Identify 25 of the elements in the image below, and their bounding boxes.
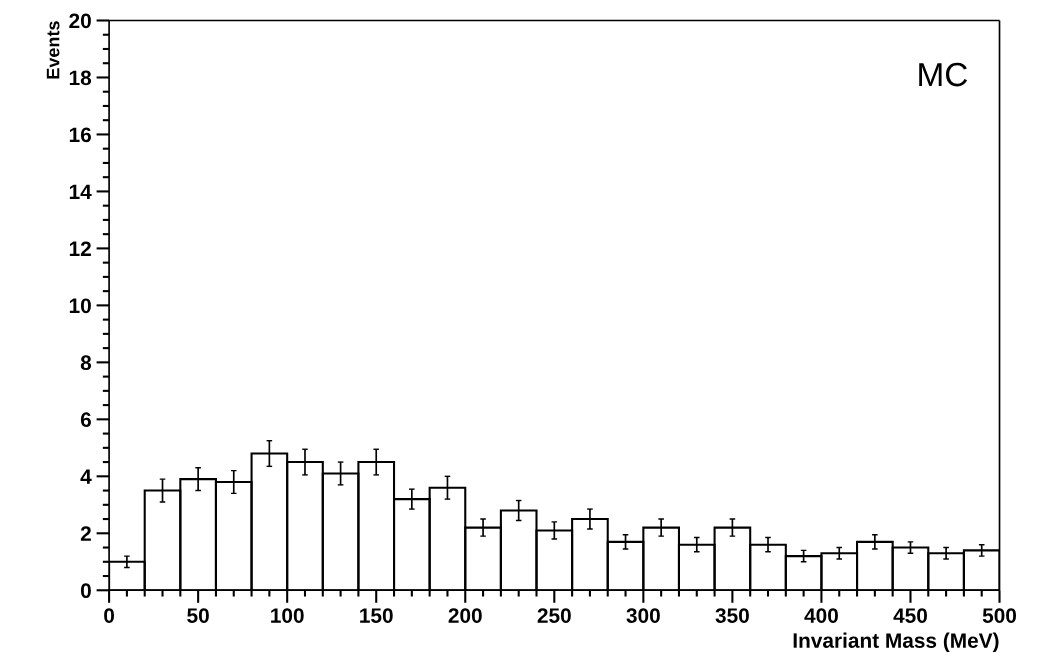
y-tick-label: 18 <box>69 70 92 86</box>
x-tick-label: 100 <box>271 608 304 623</box>
x-tick-label: 250 <box>537 608 571 623</box>
x-tick-label: 500 <box>982 608 1017 623</box>
x-tick-label: 350 <box>715 608 749 623</box>
y-tick-label: 10 <box>69 298 91 314</box>
annotation: MC <box>919 62 968 87</box>
x-tick-label: 0 <box>104 608 115 623</box>
y-tick-label: 16 <box>69 127 91 143</box>
x-tick-label: 450 <box>893 608 927 623</box>
y-tick-label: 12 <box>69 241 91 256</box>
x-tick-label: 50 <box>187 608 209 623</box>
y-tick-label: 0 <box>80 583 91 599</box>
x-tick-label: 200 <box>448 608 482 623</box>
y-tick-label: 14 <box>69 184 92 199</box>
y-tick-label: 6 <box>80 412 91 428</box>
y-axis-title: Events <box>46 21 60 79</box>
x-axis-title: Invariant Mass (MeV) <box>793 632 999 653</box>
y-tick-label: 8 <box>80 355 92 371</box>
y-tick-label: 4 <box>80 469 92 484</box>
y-tick-label: 20 <box>69 13 91 29</box>
x-tick-label: 400 <box>804 608 838 623</box>
x-tick-label: 150 <box>360 608 393 623</box>
x-tick-label: 300 <box>626 608 660 623</box>
y-tick-label: 2 <box>80 526 91 541</box>
